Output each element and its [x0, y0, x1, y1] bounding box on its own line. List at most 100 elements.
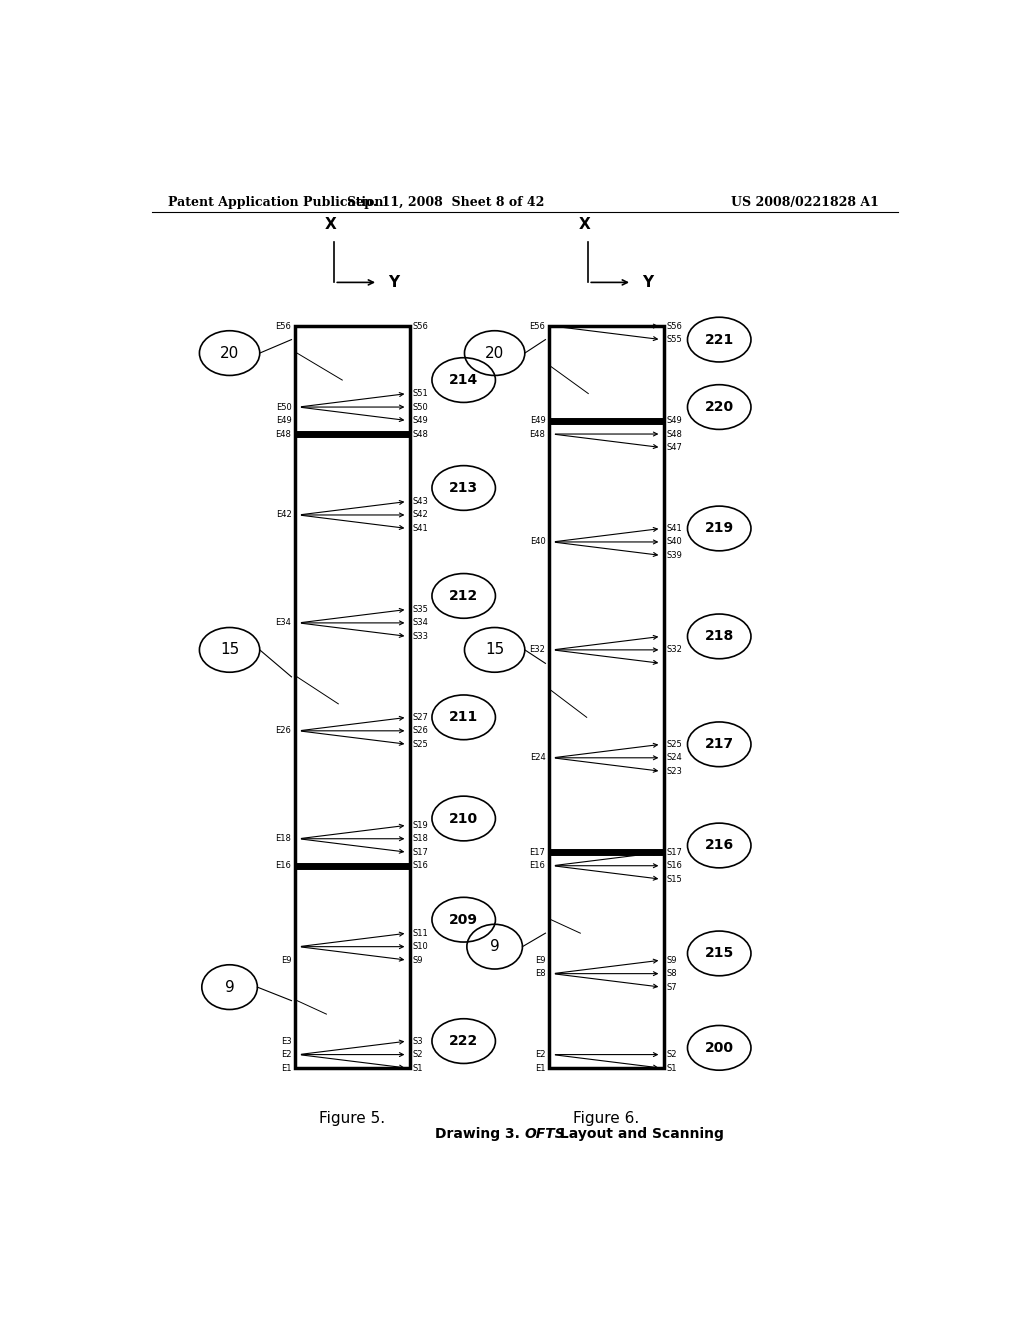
Text: E18: E18 [275, 834, 292, 843]
Text: 216: 216 [705, 838, 734, 853]
Text: S40: S40 [667, 537, 683, 546]
Text: E56: E56 [529, 322, 546, 330]
Text: S18: S18 [413, 834, 429, 843]
Text: 20: 20 [485, 346, 504, 360]
Text: S2: S2 [413, 1051, 423, 1059]
Text: S56: S56 [413, 322, 429, 330]
Text: E50: E50 [275, 403, 292, 412]
Text: S41: S41 [667, 524, 683, 533]
Text: 212: 212 [450, 589, 478, 603]
Text: S55: S55 [667, 335, 683, 345]
Text: 221: 221 [705, 333, 734, 347]
Text: 214: 214 [450, 374, 478, 387]
Text: S50: S50 [413, 403, 429, 412]
Text: E24: E24 [529, 754, 546, 762]
Text: S16: S16 [667, 861, 683, 870]
Text: E1: E1 [281, 1064, 292, 1073]
Text: S51: S51 [413, 389, 429, 399]
Text: Sep. 11, 2008  Sheet 8 of 42: Sep. 11, 2008 Sheet 8 of 42 [347, 195, 544, 209]
Text: 210: 210 [450, 812, 478, 825]
Text: E16: E16 [275, 861, 292, 870]
Text: S1: S1 [413, 1064, 423, 1073]
Text: US 2008/0221828 A1: US 2008/0221828 A1 [731, 195, 879, 209]
Text: S10: S10 [413, 942, 429, 952]
Text: E26: E26 [275, 726, 292, 735]
Text: 9: 9 [224, 979, 234, 995]
Text: X: X [325, 216, 336, 231]
Text: S9: S9 [413, 956, 423, 965]
Text: Figure 5.: Figure 5. [319, 1111, 385, 1126]
Text: S24: S24 [667, 754, 683, 762]
Text: E42: E42 [275, 511, 292, 520]
Text: S47: S47 [667, 444, 683, 451]
Text: S49: S49 [413, 416, 429, 425]
Text: Y: Y [388, 275, 399, 290]
Text: E32: E32 [529, 645, 546, 655]
Text: E49: E49 [275, 416, 292, 425]
Text: Figure 6.: Figure 6. [573, 1111, 639, 1126]
Text: S1: S1 [667, 1064, 677, 1073]
Text: S17: S17 [667, 847, 683, 857]
Text: 209: 209 [450, 912, 478, 927]
Text: E3: E3 [281, 1036, 292, 1045]
Text: 217: 217 [705, 738, 734, 751]
Text: S56: S56 [667, 322, 683, 330]
Text: E48: E48 [275, 429, 292, 438]
Text: Drawing 3.: Drawing 3. [435, 1127, 524, 1142]
Text: E17: E17 [529, 847, 546, 857]
Text: S11: S11 [413, 929, 429, 937]
Text: S7: S7 [667, 982, 678, 991]
Text: E49: E49 [529, 416, 546, 425]
Text: S48: S48 [667, 429, 683, 438]
Text: 220: 220 [705, 400, 734, 414]
Text: S33: S33 [413, 632, 429, 642]
Text: 215: 215 [705, 946, 734, 961]
Text: S25: S25 [667, 739, 683, 748]
Text: Y: Y [642, 275, 653, 290]
Text: 211: 211 [450, 710, 478, 725]
Text: S9: S9 [667, 956, 677, 965]
Text: S42: S42 [413, 511, 429, 520]
Text: E48: E48 [529, 429, 546, 438]
Text: Layout and Scanning: Layout and Scanning [555, 1127, 724, 1142]
Text: E9: E9 [535, 956, 546, 965]
Text: E1: E1 [535, 1064, 546, 1073]
Text: 200: 200 [705, 1041, 734, 1055]
Bar [549, 326, 664, 1068]
Text: 213: 213 [450, 480, 478, 495]
Text: S19: S19 [413, 821, 429, 830]
Text: E2: E2 [281, 1051, 292, 1059]
Text: OFTS: OFTS [524, 1127, 565, 1142]
Text: E2: E2 [535, 1051, 546, 1059]
Text: 15: 15 [220, 643, 240, 657]
Text: 219: 219 [705, 521, 734, 536]
Text: S3: S3 [413, 1036, 424, 1045]
Text: S2: S2 [667, 1051, 677, 1059]
Text: S16: S16 [413, 861, 429, 870]
Text: S32: S32 [667, 645, 683, 655]
Text: 218: 218 [705, 630, 734, 643]
Text: S48: S48 [413, 429, 429, 438]
Text: 222: 222 [450, 1034, 478, 1048]
Text: S49: S49 [667, 416, 683, 425]
Text: S17: S17 [413, 847, 429, 857]
Text: E8: E8 [535, 969, 546, 978]
Text: S27: S27 [413, 713, 429, 722]
Text: S8: S8 [667, 969, 678, 978]
Bar [295, 326, 410, 1068]
Text: S34: S34 [413, 618, 429, 627]
Text: E9: E9 [281, 956, 292, 965]
Text: S23: S23 [667, 767, 683, 776]
Text: S39: S39 [667, 550, 683, 560]
Text: E16: E16 [529, 861, 546, 870]
Text: Patent Application Publication: Patent Application Publication [168, 195, 383, 209]
Text: S41: S41 [413, 524, 429, 533]
Text: 9: 9 [489, 939, 500, 954]
Text: E56: E56 [275, 322, 292, 330]
Text: S26: S26 [413, 726, 429, 735]
Text: 20: 20 [220, 346, 240, 360]
Text: 15: 15 [485, 643, 504, 657]
Text: S15: S15 [667, 875, 683, 883]
Text: S35: S35 [413, 605, 429, 614]
Text: E40: E40 [529, 537, 546, 546]
